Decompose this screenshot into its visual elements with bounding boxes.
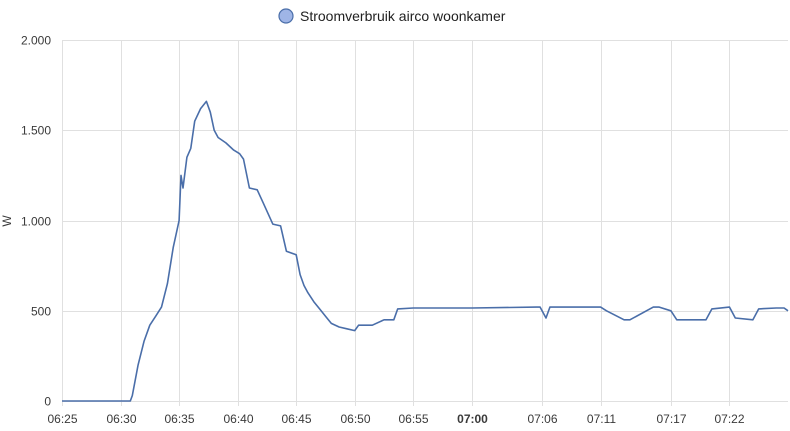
series-line: [62, 100, 789, 402]
y-tick-label: 1.500: [21, 124, 51, 138]
x-tick-label: 07:00: [457, 412, 488, 426]
y-axis-label: W: [0, 215, 14, 227]
x-tick-label: 07:11: [587, 412, 616, 426]
x-tick-label: 06:45: [281, 412, 311, 426]
x-tick-label: 07:22: [714, 412, 744, 426]
y-tick-label: 0: [44, 395, 51, 409]
grid-layer: [62, 40, 788, 406]
x-tick-label: 06:30: [106, 412, 136, 426]
x-tick-label: 06:40: [223, 412, 253, 426]
series-layer: [62, 100, 789, 402]
y-tick-label: 1.000: [21, 215, 51, 229]
legend-label[interactable]: Stroomverbruik airco woonkamer: [300, 8, 506, 24]
x-tick-label: 06:55: [398, 412, 428, 426]
x-tick-label: 06:50: [340, 412, 370, 426]
x-tick-label: 06:25: [47, 412, 77, 426]
y-tick-label: 2.000: [21, 34, 51, 48]
x-tick-label: 07:06: [527, 412, 557, 426]
legend-swatch[interactable]: [278, 8, 294, 24]
axis-layer: 0 500 1.000 1.500 2.000 06:25 06:30 06:35 06:40 0…: [21, 34, 745, 427]
y-tick-label: 500: [31, 305, 51, 319]
x-tick-label: 06:35: [164, 412, 194, 426]
legend[interactable]: Stroomverbruik airco woonkamer: [278, 8, 506, 24]
x-tick-label: 07:17: [656, 412, 686, 426]
